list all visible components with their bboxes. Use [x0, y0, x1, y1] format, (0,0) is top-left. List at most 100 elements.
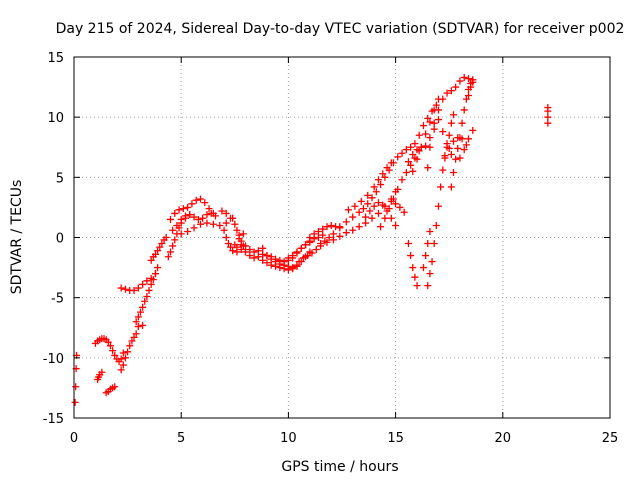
data-point — [469, 126, 477, 134]
data-point — [372, 188, 380, 196]
data-point — [387, 214, 395, 222]
x-axis-title: GPS time / hours — [281, 459, 398, 475]
data-point — [254, 253, 262, 261]
y-tick-label: 5 — [56, 171, 64, 186]
data-point — [203, 219, 211, 227]
data-point — [173, 221, 181, 229]
data-point — [383, 164, 391, 172]
data-point — [117, 366, 125, 374]
data-point — [289, 265, 297, 273]
data-point — [151, 270, 159, 278]
data-point — [128, 337, 136, 345]
data-point — [293, 261, 301, 269]
data-point — [212, 212, 220, 220]
data-point — [434, 116, 442, 124]
data-point — [139, 321, 147, 329]
data-point — [207, 209, 215, 217]
data-point — [387, 159, 395, 167]
data-point — [434, 202, 442, 210]
data-point — [362, 213, 370, 221]
data-point — [179, 205, 187, 213]
data-point — [366, 207, 374, 215]
data-point — [171, 209, 179, 217]
data-point — [310, 230, 318, 238]
data-point — [196, 195, 204, 203]
data-point — [205, 205, 213, 213]
data-point — [177, 215, 185, 223]
data-point — [71, 398, 79, 406]
data-point — [141, 297, 149, 305]
data-point — [276, 256, 284, 264]
data-point — [263, 259, 271, 267]
data-point — [430, 106, 438, 114]
data-point — [280, 258, 288, 266]
data-point — [177, 230, 185, 238]
data-point — [126, 342, 134, 350]
data-point — [139, 280, 147, 288]
data-point — [449, 111, 457, 119]
data-point — [319, 231, 327, 239]
data-point — [254, 247, 262, 255]
data-point — [392, 221, 400, 229]
data-point — [147, 256, 155, 264]
data-point — [437, 183, 445, 191]
data-point — [306, 234, 314, 241]
data-point — [394, 185, 402, 193]
data-point — [119, 361, 127, 369]
data-point — [171, 236, 179, 244]
data-point — [355, 223, 363, 231]
data-point — [293, 248, 301, 256]
data-point — [426, 118, 434, 126]
grid-lines — [74, 57, 610, 418]
data-point — [158, 240, 166, 248]
data-point — [411, 140, 419, 148]
data-point — [456, 77, 464, 85]
data-point — [314, 227, 322, 235]
data-point — [106, 342, 114, 350]
x-tick-label: 10 — [280, 431, 297, 446]
data-point — [231, 220, 239, 228]
data-point — [449, 169, 457, 177]
data-point — [368, 194, 376, 202]
data-point — [400, 208, 408, 216]
data-point — [130, 333, 138, 341]
data-point — [246, 246, 254, 254]
data-point — [441, 152, 449, 160]
data-point — [295, 258, 303, 266]
axis-ticks: 0 5 10 15 20 25 -15 -10 -5 0 5 10 15 — [43, 51, 619, 446]
data-point — [460, 146, 468, 154]
data-point — [392, 200, 400, 208]
data-point — [460, 73, 468, 81]
data-point — [452, 83, 460, 91]
data-point — [136, 308, 144, 316]
data-point — [445, 144, 453, 152]
data-point — [121, 285, 129, 293]
data-point — [357, 197, 365, 205]
data-point — [413, 155, 421, 163]
data-point — [194, 215, 202, 223]
data-point — [342, 218, 350, 226]
data-point — [134, 313, 142, 321]
data-point — [242, 242, 250, 250]
data-point — [398, 176, 406, 184]
data-point — [317, 240, 325, 248]
data-point — [439, 166, 447, 174]
data-point — [302, 241, 310, 249]
data-point — [222, 234, 230, 241]
data-point — [323, 223, 331, 231]
data-point — [404, 158, 412, 166]
data-point — [449, 137, 457, 145]
data-point — [184, 203, 192, 211]
data-point — [139, 303, 147, 311]
data-point — [201, 199, 209, 207]
data-point — [104, 338, 112, 346]
data-point — [166, 215, 174, 223]
data-point — [424, 282, 432, 290]
data-point — [379, 170, 387, 178]
data-point — [454, 144, 462, 152]
data-point — [342, 229, 350, 237]
data-point — [469, 76, 477, 84]
data-point — [143, 292, 151, 300]
data-point — [362, 219, 370, 227]
